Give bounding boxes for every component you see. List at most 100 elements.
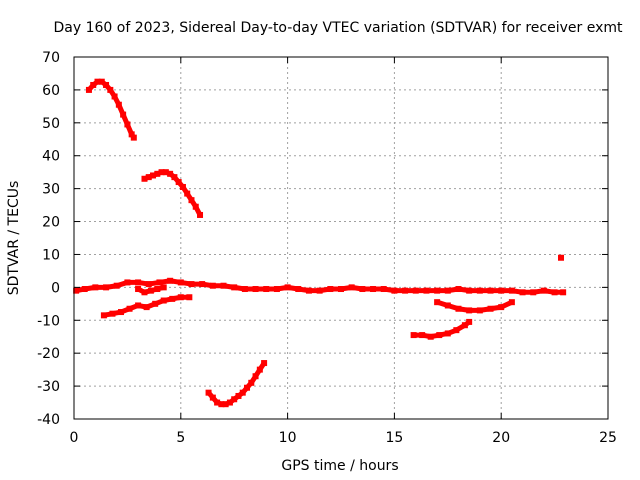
series-arc-negative-late-2 bbox=[434, 299, 515, 314]
data-point bbox=[305, 287, 312, 294]
data-point bbox=[85, 86, 92, 93]
data-point bbox=[498, 304, 505, 311]
data-point bbox=[391, 287, 398, 294]
data-point bbox=[239, 389, 246, 396]
data-point bbox=[551, 289, 558, 296]
data-points bbox=[73, 78, 567, 408]
data-point bbox=[226, 399, 233, 406]
data-point bbox=[111, 93, 118, 100]
data-point bbox=[100, 312, 107, 319]
data-point bbox=[141, 289, 148, 296]
data-point bbox=[427, 333, 434, 340]
data-point bbox=[73, 287, 80, 294]
data-point bbox=[135, 279, 142, 286]
series-arc-negative-late bbox=[410, 318, 473, 340]
data-point bbox=[466, 287, 473, 294]
data-point bbox=[120, 111, 127, 118]
y-tick-label: 50 bbox=[42, 116, 60, 132]
data-point bbox=[222, 401, 229, 408]
data-point bbox=[455, 305, 462, 312]
data-point bbox=[81, 286, 88, 293]
data-point bbox=[487, 287, 494, 294]
data-point bbox=[423, 287, 430, 294]
x-tick-label: 10 bbox=[279, 430, 297, 446]
data-point bbox=[560, 289, 567, 296]
grid bbox=[74, 57, 608, 419]
data-point bbox=[209, 394, 216, 401]
data-point bbox=[177, 294, 184, 301]
data-point bbox=[248, 379, 255, 386]
series-arc-mid bbox=[141, 169, 204, 218]
y-axis-label: SDTVAR / TECUs bbox=[6, 181, 22, 296]
y-tick-label: -20 bbox=[37, 346, 60, 362]
data-point bbox=[338, 286, 344, 293]
data-point bbox=[540, 287, 547, 294]
data-point bbox=[160, 284, 167, 291]
data-point bbox=[154, 286, 161, 293]
data-point bbox=[135, 286, 142, 293]
y-tick-label: -30 bbox=[37, 379, 60, 395]
ticks: 0 5 10 15 20 25 -40 -30 -20 -10 0 10 20 30 40 50 60 70 bbox=[37, 50, 617, 446]
data-point bbox=[150, 172, 157, 179]
chart-title: Day 160 of 2023, Sidereal Day-to-day VTE… bbox=[54, 20, 624, 36]
data-point bbox=[252, 373, 259, 380]
y-tick-label: 20 bbox=[42, 215, 60, 231]
data-point bbox=[359, 286, 366, 293]
data-point bbox=[128, 131, 135, 138]
y-tick-label: -10 bbox=[37, 313, 60, 329]
data-point bbox=[145, 281, 152, 288]
data-point bbox=[130, 134, 137, 141]
data-point bbox=[412, 287, 419, 294]
data-point bbox=[103, 284, 110, 291]
data-point bbox=[171, 174, 178, 181]
data-point bbox=[175, 179, 182, 186]
x-tick-label: 5 bbox=[176, 430, 185, 446]
data-point bbox=[487, 305, 494, 312]
data-point bbox=[444, 330, 451, 337]
data-point bbox=[126, 305, 133, 312]
data-point bbox=[261, 360, 268, 367]
data-point bbox=[179, 183, 186, 190]
data-point bbox=[92, 284, 99, 291]
data-point bbox=[186, 294, 193, 301]
data-point bbox=[530, 289, 537, 296]
y-tick-label: 30 bbox=[42, 182, 60, 198]
data-point bbox=[476, 287, 483, 294]
data-point bbox=[327, 286, 334, 293]
data-point bbox=[241, 286, 248, 293]
data-point bbox=[124, 121, 131, 128]
data-point bbox=[508, 299, 515, 306]
data-point bbox=[466, 307, 473, 314]
data-point bbox=[156, 279, 163, 286]
data-point bbox=[205, 389, 212, 396]
data-point bbox=[197, 211, 204, 218]
plot-frame bbox=[73, 56, 609, 420]
data-point bbox=[188, 281, 195, 288]
data-point bbox=[436, 332, 443, 339]
data-point bbox=[107, 86, 114, 93]
data-point bbox=[90, 81, 97, 88]
x-tick-label: 20 bbox=[492, 430, 510, 446]
data-point bbox=[434, 299, 441, 306]
data-point bbox=[461, 322, 468, 329]
data-point bbox=[188, 197, 195, 204]
y-tick-label: 40 bbox=[42, 149, 60, 165]
data-point bbox=[476, 307, 483, 314]
data-point bbox=[152, 300, 159, 307]
data-point bbox=[214, 399, 221, 406]
data-point bbox=[434, 287, 441, 294]
data-point bbox=[141, 175, 148, 182]
data-point bbox=[444, 302, 451, 309]
data-point bbox=[244, 384, 251, 391]
data-point bbox=[498, 287, 505, 294]
x-tick-label: 25 bbox=[599, 430, 617, 446]
data-point bbox=[199, 281, 206, 288]
data-point bbox=[154, 170, 161, 177]
data-point bbox=[94, 78, 101, 85]
data-point bbox=[252, 286, 259, 293]
data-point bbox=[558, 254, 565, 261]
data-point bbox=[380, 286, 387, 293]
data-point bbox=[295, 286, 302, 293]
data-point bbox=[113, 282, 120, 289]
y-tick-label: 70 bbox=[42, 50, 60, 66]
